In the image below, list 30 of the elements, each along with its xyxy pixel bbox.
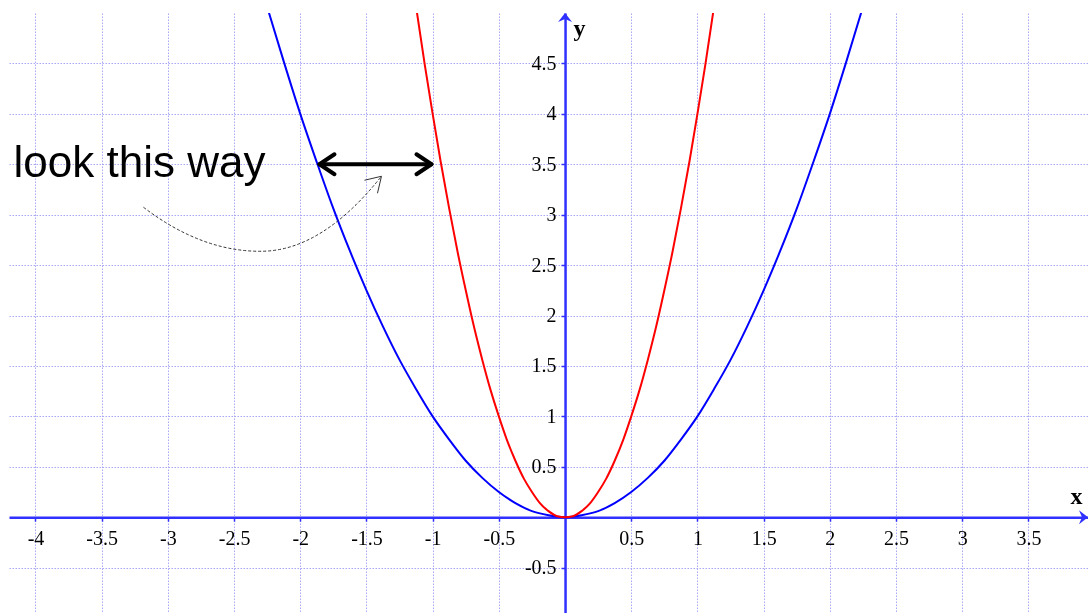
annotation: look this way: [13, 137, 266, 187]
x-tick-label: 3.5: [1016, 526, 1042, 549]
x-tick-label: -1: [424, 526, 442, 549]
x-tick-label: 2.5: [884, 526, 910, 549]
x-tick-label: 2: [825, 526, 836, 549]
y-tick-label: 4.5: [531, 51, 557, 74]
y-tick-label: 3.5: [531, 152, 557, 175]
x-tick-label: 3: [957, 526, 968, 549]
y-tick-label: 1.5: [531, 354, 557, 377]
y-tick-label: 0.5: [531, 455, 557, 478]
x-tick-label: -4: [27, 526, 45, 549]
y-tick-label: 2: [546, 304, 557, 327]
y-tick-label: 4: [546, 102, 557, 125]
line-series: [416, 13, 715, 519]
y-axis-title: y: [573, 14, 586, 41]
x-tick-label: 1: [692, 526, 703, 549]
x-tick-label: -1.5: [351, 526, 383, 549]
y-tick-label: 2.5: [531, 253, 557, 276]
x-tick-label: 1.5: [751, 526, 777, 549]
x-tick-label: -3.5: [86, 526, 119, 549]
x-tick-label: -2: [292, 526, 310, 549]
x-tick-label: -0.5: [483, 526, 516, 549]
x-tick-label: -3: [160, 526, 177, 549]
x-tick-label: -2.5: [218, 526, 251, 549]
y-tick-label: 1: [546, 404, 557, 427]
line-series: [268, 13, 863, 519]
x-axis-title: x: [1070, 482, 1083, 509]
y-tick-label: 3: [546, 203, 557, 226]
y-tick-label: -0.5: [524, 556, 557, 579]
x-tick-label: 0.5: [619, 526, 645, 549]
